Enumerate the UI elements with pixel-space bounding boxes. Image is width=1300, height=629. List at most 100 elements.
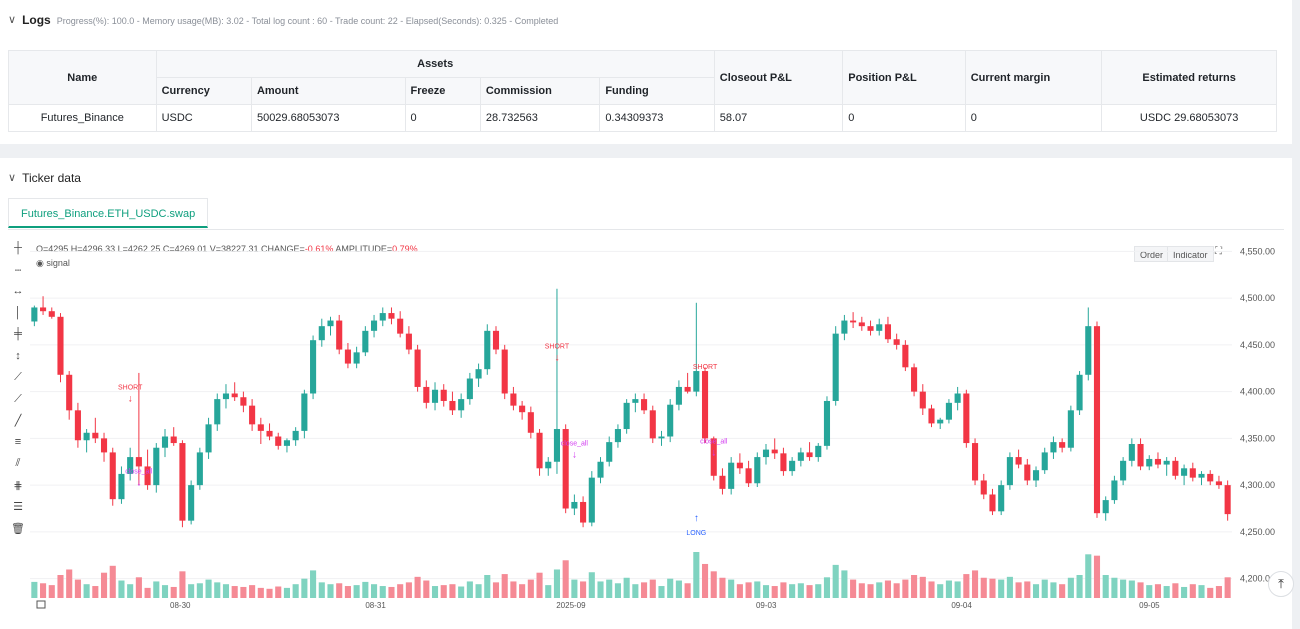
drawing-toolbar: ┼ ┄ ↔ │ ╪ ↕ ⟋ ⟋ ╱ ≡ ⫽ ⋕ ☰ 🗑 <box>8 242 28 543</box>
volume-bar <box>815 584 822 598</box>
candle-body <box>31 307 38 322</box>
volume-bar <box>379 586 386 598</box>
candlestick-chart[interactable]: 4,550.00 4,500.00 4,450.00 4,400.00 4,350.00… <box>0 158 1292 629</box>
trash-icon[interactable]: 🗑 <box>11 522 25 535</box>
candle-body <box>806 452 813 458</box>
volume-bar <box>884 580 891 598</box>
x-tick-label: 09-04 <box>951 601 972 610</box>
logs-title: Logs <box>22 13 51 27</box>
col-amount: Amount <box>250 77 406 105</box>
col-position: Position P&L <box>842 50 966 105</box>
volume-bar <box>1154 584 1162 598</box>
volume-bar <box>327 584 334 598</box>
candle-body <box>545 461 552 469</box>
volume-bar <box>275 586 282 598</box>
tab-eth-usdc-swap[interactable]: Futures_Binance.ETH_USDC.swap <box>8 198 209 228</box>
candle-body <box>1085 326 1092 375</box>
candle-body <box>510 393 517 406</box>
vertical-ray-icon[interactable]: ╪ <box>14 328 22 340</box>
y-tick-label: 4,200.0 <box>1240 574 1270 584</box>
ohlc-readout: O=4295 H=4296.33 L=4262.25 C=4269.01 V=3… <box>36 244 418 254</box>
candle-body <box>66 374 73 411</box>
chevron-down-icon[interactable]: ∨ <box>8 14 17 26</box>
candle-body <box>1111 480 1118 501</box>
scroll-top-button[interactable]: ⤒ <box>1268 571 1294 597</box>
indicator-button[interactable]: Indicator <box>1167 246 1214 262</box>
horizontal-ray-icon[interactable]: ↔ <box>12 285 24 297</box>
volume-bar <box>423 580 430 598</box>
crosshair-icon[interactable]: ┼ <box>14 242 22 254</box>
volume-bar <box>257 587 264 598</box>
cell-freeze: 0 <box>404 104 481 132</box>
volume-bar <box>57 575 64 598</box>
signal-arrow: ↓ <box>711 448 716 459</box>
candle-body <box>1093 326 1101 514</box>
ticker-header[interactable]: ∨ Ticker data <box>8 171 81 185</box>
volume-bar <box>623 577 630 598</box>
volume-bar <box>492 582 500 598</box>
volume-bar <box>701 563 709 598</box>
volume-bar <box>1146 585 1153 598</box>
candle-body <box>214 399 221 425</box>
candle-body <box>911 367 918 392</box>
ohlc-amplitude-label: AMPLITUDE= <box>335 244 393 254</box>
vertical-line-icon[interactable]: │ <box>14 306 22 319</box>
volume-bar <box>945 580 952 598</box>
candle-body <box>667 404 674 437</box>
volume-bar <box>736 584 743 598</box>
ray-line-icon[interactable]: ⟋ <box>14 392 22 405</box>
volume-bar <box>501 574 508 598</box>
col-currency: Currency <box>155 77 252 105</box>
candle-body <box>1041 452 1048 471</box>
volume-bar <box>614 583 621 598</box>
candle-body <box>1198 473 1205 478</box>
parallel-channel-icon[interactable]: ⫽ <box>15 457 21 469</box>
cell-funding: 0.34309373 <box>599 104 715 132</box>
candle-body <box>301 393 308 431</box>
price-range-icon[interactable]: ≡ <box>14 435 22 448</box>
candle-body <box>980 480 987 495</box>
col-margin: Current margin <box>964 50 1103 105</box>
candle-body <box>632 399 639 403</box>
signal-arrow: ↓ <box>703 373 708 384</box>
volume-bar <box>919 576 926 598</box>
extended-line-icon[interactable]: ╱ <box>14 415 22 427</box>
volume-bar <box>928 581 935 598</box>
candle-body <box>397 318 404 334</box>
chevron-down-icon[interactable]: ∨ <box>8 172 17 184</box>
candle-body <box>553 429 561 462</box>
eye-icon[interactable]: ◉ <box>36 258 44 268</box>
volume-bar <box>789 584 796 598</box>
layers-icon[interactable]: ☰ <box>13 501 23 513</box>
candle-body <box>249 405 256 425</box>
candle-body <box>789 460 796 472</box>
candle-body <box>188 485 195 521</box>
volume-bar <box>580 581 587 598</box>
ohlc-low: L=4262.25 <box>117 244 161 254</box>
volume-bar <box>780 582 787 598</box>
volume-bar <box>249 585 256 598</box>
volume-bar <box>911 575 918 598</box>
volume-bar <box>66 569 73 598</box>
table-row: Futures_Binance USDC 50029.68053073 0 28… <box>8 104 1277 132</box>
vertical-arrow-icon[interactable]: ↕ <box>15 349 21 362</box>
candle-body <box>205 424 212 453</box>
candle-body <box>771 449 778 454</box>
volume-bar <box>1067 577 1074 598</box>
horizontal-line-icon[interactable]: ┄ <box>14 264 22 277</box>
volume-bar <box>31 581 38 598</box>
volume-bar <box>205 579 212 598</box>
signal-row[interactable]: ◉ signal <box>36 258 70 269</box>
candle-body <box>179 443 186 521</box>
volume-bar <box>675 580 682 598</box>
trend-line-icon[interactable]: ⟋ <box>14 371 22 383</box>
candle-body <box>475 369 482 379</box>
pitchfork-icon[interactable]: ⋕ <box>13 479 23 492</box>
candle-body <box>823 400 831 446</box>
volume-bar <box>1111 577 1118 598</box>
y-tick-label: 4,350.00 <box>1240 433 1275 443</box>
candle-body <box>310 340 317 394</box>
y-tick-label: 4,250.00 <box>1240 527 1275 537</box>
logs-header[interactable]: ∨ Logs Progress(%): 100.0 - Memory usage… <box>8 13 558 27</box>
cell-amount: 50029.68053073 <box>250 104 406 132</box>
